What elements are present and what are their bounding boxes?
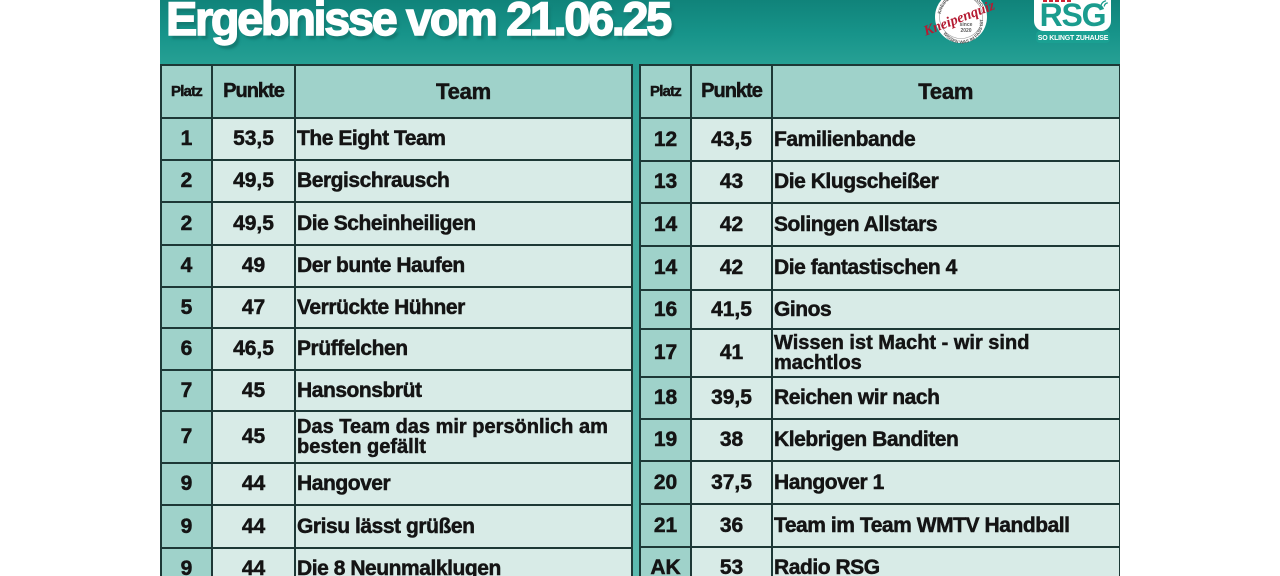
svg-text:since: since	[960, 22, 973, 28]
svg-text:2020: 2020	[960, 28, 971, 34]
